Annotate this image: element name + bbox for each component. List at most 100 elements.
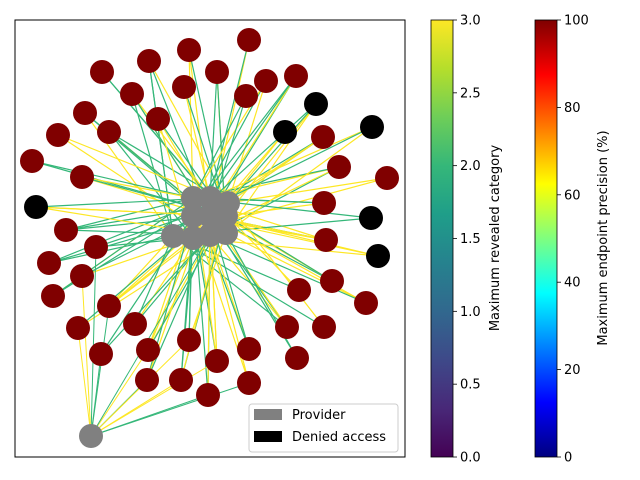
colorbar-category-tick-label: 2.0 — [460, 159, 481, 174]
revealed-node — [123, 312, 147, 336]
revealed-node — [90, 60, 114, 84]
revealed-node — [196, 383, 220, 407]
legend-swatch-denied — [254, 431, 282, 442]
network-edge — [209, 234, 367, 304]
provider-edge — [90, 234, 211, 437]
colorbar-category-tick-label: 0.0 — [460, 451, 481, 466]
hub-node — [181, 186, 205, 210]
colorbar-precision-bar — [534, 19, 558, 458]
colorbar-precision-tick-label: 100 — [564, 14, 589, 29]
network-edge — [35, 197, 211, 208]
legend-label-denied: Denied access — [292, 430, 386, 445]
colorbar-precision: 0 20 40 60 80 100 Maximum endpoint precision … — [534, 14, 611, 466]
revealed-node — [285, 346, 309, 370]
revealed-node — [237, 28, 261, 52]
revealed-node — [54, 218, 78, 242]
revealed-node — [205, 349, 229, 373]
revealed-node — [70, 165, 94, 189]
network-edge — [48, 197, 211, 264]
revealed-node — [312, 315, 336, 339]
network-edge — [227, 177, 388, 204]
network-edge — [148, 60, 229, 204]
revealed-node — [312, 191, 336, 215]
network-edge — [227, 80, 267, 204]
hub-node — [161, 224, 185, 248]
denied-access-node — [273, 120, 297, 144]
revealed-node — [136, 338, 160, 362]
network-edge — [227, 131, 286, 204]
hub-node — [181, 204, 205, 228]
revealed-node — [320, 269, 344, 293]
network-edge — [225, 103, 317, 217]
hub-node — [198, 186, 222, 210]
network-edge — [227, 136, 324, 204]
revealed-node — [177, 328, 201, 352]
network-edge — [209, 71, 218, 199]
colorbar-precision-tick-label: 60 — [564, 188, 581, 203]
network-edge — [209, 126, 373, 199]
network-edge — [31, 160, 194, 199]
network-axes — [14, 19, 406, 458]
provider-edge — [81, 275, 92, 437]
revealed-node — [284, 64, 308, 88]
provider-node — [79, 424, 103, 448]
network-edge — [48, 215, 211, 264]
network-edge — [148, 60, 174, 237]
network-edge — [225, 126, 373, 234]
revealed-node — [237, 371, 261, 395]
revealed-node — [70, 264, 94, 288]
network-edge — [108, 131, 194, 239]
colorbar-category-ticks: 0.0 0.5 1.0 1.5 2.0 2.5 3.0 — [453, 14, 481, 466]
hub-node — [214, 204, 238, 228]
axes-frame — [14, 19, 406, 458]
legend-swatch-provider — [254, 409, 282, 420]
network-edge — [180, 237, 194, 381]
revealed-node — [275, 315, 299, 339]
colorbar-category-bar — [430, 19, 454, 458]
provider-edge — [90, 246, 97, 437]
network-edge — [209, 75, 297, 199]
network-edge — [131, 93, 174, 237]
network-edge — [227, 103, 317, 204]
colorbar-category-tick-label: 0.5 — [460, 378, 481, 393]
network-edge — [225, 202, 325, 217]
revealed-node — [97, 294, 121, 318]
revealed-node — [73, 101, 97, 125]
denied-access-node — [24, 195, 48, 219]
revealed-node — [375, 166, 399, 190]
revealed-node — [66, 316, 90, 340]
colorbar-category: 0.0 0.5 1.0 1.5 2.0 2.5 3.0 Maximum revealed c… — [430, 14, 503, 466]
revealed-node — [37, 251, 61, 275]
legend: Provider Denied access — [248, 403, 399, 453]
revealed-node — [89, 342, 113, 366]
network-edge — [188, 49, 194, 199]
network-edge — [225, 232, 367, 304]
colorbar-category-label: Maximum revealed category — [488, 145, 503, 332]
colorbar-precision-ticks: 0 20 40 60 80 100 — [557, 14, 589, 466]
revealed-node — [46, 123, 70, 147]
network-edge — [172, 235, 325, 328]
revealed-node — [327, 155, 351, 179]
revealed-node — [169, 368, 193, 392]
revealed-node — [254, 69, 278, 93]
revealed-node — [354, 291, 378, 315]
colorbar-category-tick-label: 1.5 — [460, 232, 481, 247]
revealed-node — [137, 49, 161, 73]
revealed-node — [146, 107, 170, 131]
denied-access-node — [304, 92, 328, 116]
denied-access-node — [360, 115, 384, 139]
colorbar-precision-tick-label: 40 — [564, 276, 581, 291]
network-edge — [225, 103, 317, 234]
revealed-node — [205, 60, 229, 84]
revealed-node — [237, 337, 261, 361]
network-edge — [131, 93, 211, 199]
hub-node — [214, 221, 238, 245]
denied-access-node — [359, 206, 383, 230]
provider-edge — [90, 382, 250, 437]
legend-label-provider: Provider — [292, 408, 346, 423]
network-edge — [209, 215, 379, 257]
colorbar-precision-label: Maximum endpoint precision (%) — [596, 130, 611, 345]
revealed-node — [97, 120, 121, 144]
revealed-node — [41, 284, 65, 308]
